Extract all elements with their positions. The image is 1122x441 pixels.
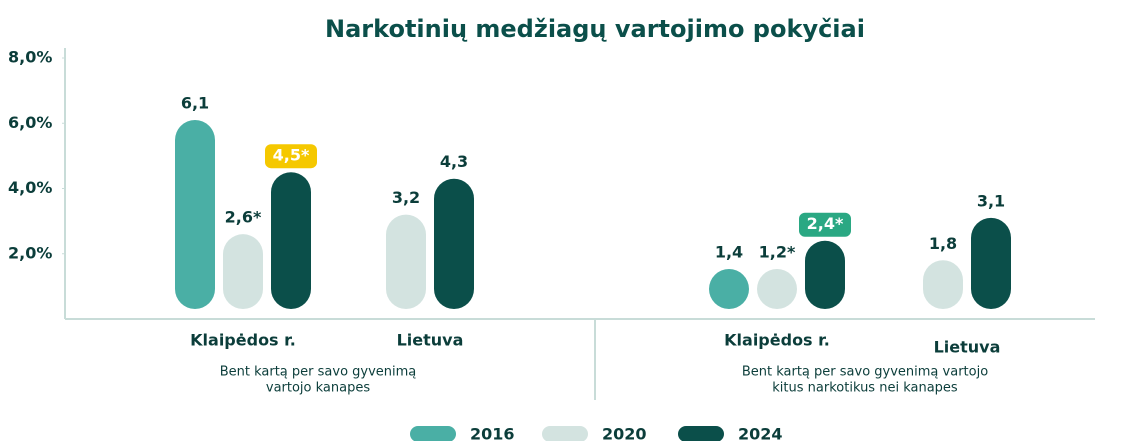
bar <box>434 178 474 309</box>
legend-label: 2016 <box>470 425 515 441</box>
y-tick-label: 8,0% <box>8 48 52 67</box>
y-tick-label: 4,0% <box>8 178 52 197</box>
bar <box>386 214 426 309</box>
legend-swatch <box>678 426 724 441</box>
chart-title: Narkotinių medžiagų vartojimo pokyčiai <box>325 15 865 43</box>
group-label: Bent kartą per savo gyvenimą vartojo <box>742 365 988 380</box>
y-tick-label: 2,0% <box>8 243 52 262</box>
x-tick-label: Lietuva <box>397 331 464 350</box>
group-label: vartojo kanapes <box>266 381 370 396</box>
bar <box>805 240 845 309</box>
value-label: 1,4 <box>715 243 743 262</box>
legend-label: 2020 <box>602 425 647 441</box>
group-label: Bent kartą per savo gyvenimą <box>220 365 417 380</box>
x-tick-label: Lietuva <box>934 338 1001 357</box>
value-label: 4,5* <box>273 146 310 165</box>
value-label: 2,4* <box>807 214 844 233</box>
y-tick-label: 6,0% <box>8 113 52 132</box>
group-label: kitus narkotikus nei kanapes <box>772 381 958 396</box>
bar <box>175 119 215 309</box>
bar <box>271 172 311 309</box>
value-label: 4,3 <box>440 152 468 171</box>
value-label: 3,2 <box>392 188 420 207</box>
legend-swatch <box>542 426 588 441</box>
value-label: 3,1 <box>977 191 1005 210</box>
label-badge <box>265 144 317 169</box>
bar <box>223 234 263 309</box>
value-label: 1,8 <box>929 234 957 253</box>
bar <box>923 260 963 309</box>
legend-label: 2024 <box>738 425 783 441</box>
x-tick-label: Klaipėdos r. <box>724 331 830 350</box>
value-label: 1,2* <box>759 243 796 262</box>
x-tick-label: Klaipėdos r. <box>190 331 296 350</box>
bar <box>757 269 797 309</box>
bar <box>709 269 749 309</box>
legend-swatch <box>410 426 456 441</box>
label-badge <box>799 212 851 237</box>
bar <box>971 217 1011 309</box>
value-label: 6,1 <box>181 93 209 112</box>
value-label: 2,6* <box>225 208 262 227</box>
